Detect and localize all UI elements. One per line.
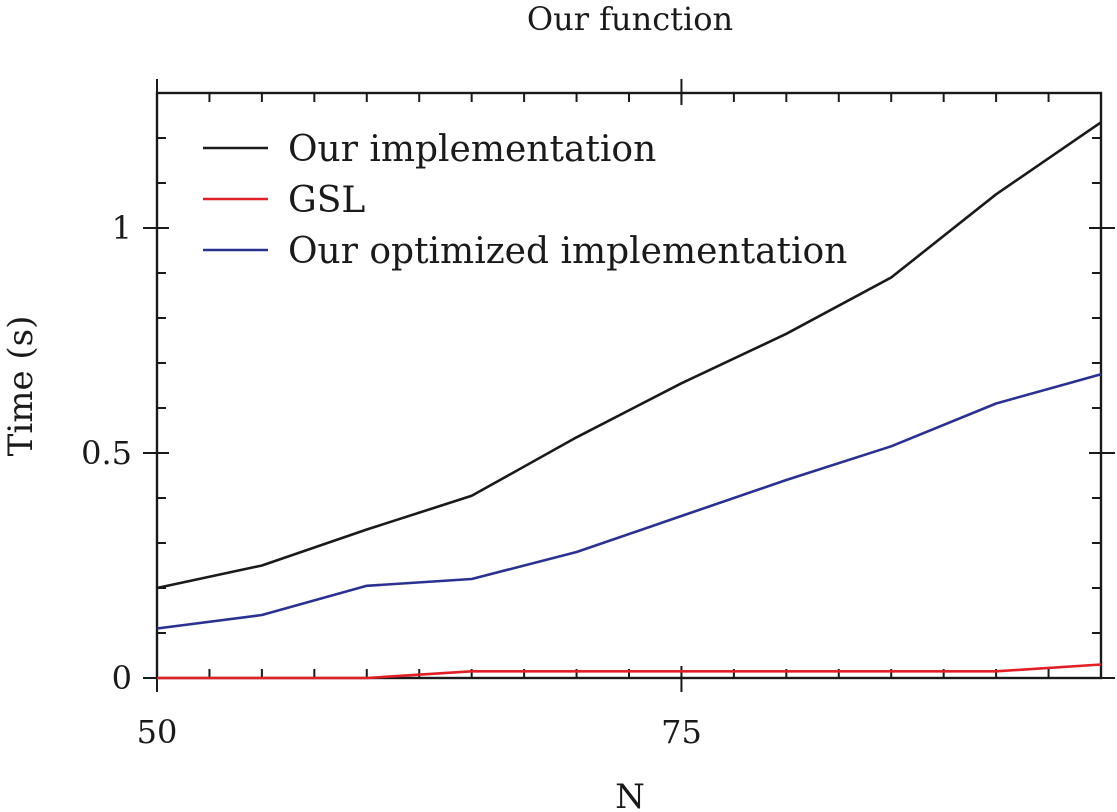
x-tick-label: 75 bbox=[661, 713, 702, 751]
chart-title: Our function bbox=[527, 0, 733, 38]
y-tick-label: 0 bbox=[112, 659, 132, 697]
legend-label-1: GSL bbox=[288, 180, 365, 221]
y-tick-labels: 00.51 bbox=[81, 209, 132, 697]
x-tick-labels: 50 75 bbox=[137, 713, 702, 751]
y-tick-label: 1 bbox=[112, 209, 132, 247]
x-axis-label: N bbox=[615, 777, 645, 812]
series-line-1 bbox=[157, 663, 1102, 680]
legend-label-0: Our implementation bbox=[288, 129, 656, 170]
major-ticks bbox=[143, 79, 1115, 692]
series-line-2 bbox=[156, 373, 1102, 630]
series-layer bbox=[156, 121, 1102, 680]
legend: Our implementation GSL Our optimized imple… bbox=[203, 129, 847, 272]
plot-area bbox=[143, 79, 1115, 692]
series-line-0 bbox=[156, 121, 1102, 590]
y-axis-label: Time (s) bbox=[1, 316, 41, 457]
x-tick-label: 50 bbox=[137, 713, 178, 751]
legend-label-2: Our optimized implementation bbox=[288, 231, 847, 272]
y-tick-label: 0.5 bbox=[81, 434, 132, 472]
